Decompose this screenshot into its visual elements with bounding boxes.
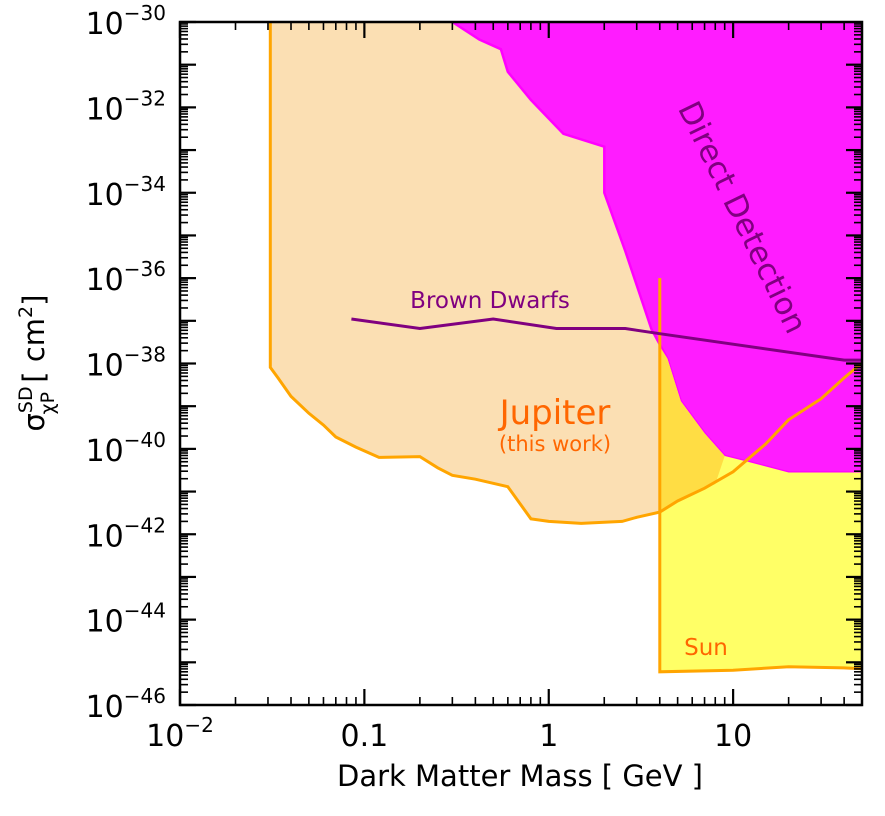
plot-frame xyxy=(178,20,864,707)
y-tick-label: 10−36 xyxy=(86,257,166,298)
annotation-brown-dwarfs: Brown Dwarfs xyxy=(410,288,570,314)
y-tick-label: 10−34 xyxy=(86,172,166,213)
y-tick-label: 10−32 xyxy=(86,86,166,127)
sun-region xyxy=(659,278,862,672)
jupiter-boundary xyxy=(268,22,862,525)
y-tick-label: 10−42 xyxy=(86,513,166,554)
data-regions xyxy=(268,22,862,674)
sun-boundary xyxy=(658,278,862,674)
y-tick-label: 10−38 xyxy=(86,343,166,384)
x-axis-title: Dark Matter Mass [ GeV ] xyxy=(337,759,703,793)
annotation-sun: Sun xyxy=(684,635,728,661)
tick-labels: 10−2 0.1 1 10 10−30 10−32 10−34 10−36 10−38 10−40… xyxy=(86,1,753,754)
jupiter-sun-overlap xyxy=(659,346,725,513)
brown-dwarfs-line xyxy=(351,317,862,362)
x-tick-label: 10−2 xyxy=(146,713,214,754)
annotation-jupiter: Jupiter xyxy=(498,393,611,433)
x-tick-label: 0.1 xyxy=(341,719,389,754)
x-tick-label: 1 xyxy=(539,719,558,754)
y-tick-label: 10−40 xyxy=(86,428,166,469)
y-tick-label: 10−44 xyxy=(86,599,166,640)
y-tick-label: 10−46 xyxy=(86,684,166,725)
annotation-jupiter-sub: (this work) xyxy=(499,432,611,456)
x-tick-label: 10 xyxy=(714,719,752,754)
y-axis-title: σSDχP [ cm2] xyxy=(15,295,59,432)
y-tick-label: 10−30 xyxy=(86,1,166,42)
